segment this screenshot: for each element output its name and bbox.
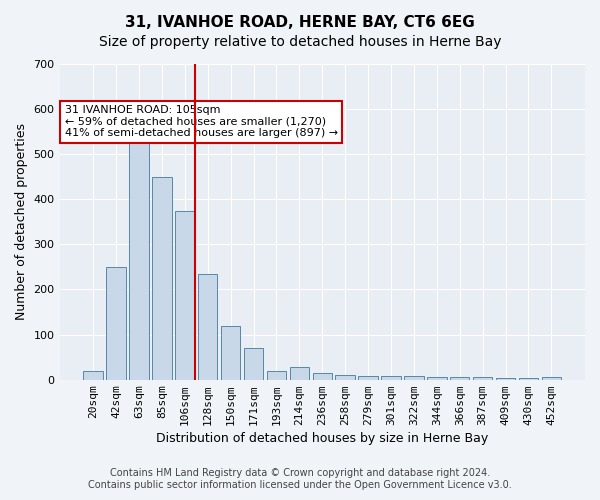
Bar bbox=[450, 378, 469, 380]
Bar bbox=[152, 176, 172, 380]
Bar bbox=[542, 378, 561, 380]
Text: Size of property relative to detached houses in Herne Bay: Size of property relative to detached ho… bbox=[99, 35, 501, 49]
Bar bbox=[129, 118, 149, 380]
Bar bbox=[313, 374, 332, 380]
Text: Contains HM Land Registry data © Crown copyright and database right 2024.
Contai: Contains HM Land Registry data © Crown c… bbox=[88, 468, 512, 490]
Bar bbox=[221, 326, 241, 380]
Bar bbox=[519, 378, 538, 380]
Bar bbox=[381, 376, 401, 380]
Text: 31 IVANHOE ROAD: 105sqm
← 59% of detached houses are smaller (1,270)
41% of semi: 31 IVANHOE ROAD: 105sqm ← 59% of detache… bbox=[65, 105, 338, 138]
Bar bbox=[290, 367, 309, 380]
Bar bbox=[335, 375, 355, 380]
Bar bbox=[473, 378, 493, 380]
Bar bbox=[496, 378, 515, 380]
X-axis label: Distribution of detached houses by size in Herne Bay: Distribution of detached houses by size … bbox=[156, 432, 488, 445]
Bar bbox=[175, 210, 194, 380]
Bar bbox=[83, 370, 103, 380]
Bar bbox=[427, 377, 446, 380]
Bar bbox=[106, 267, 126, 380]
Bar bbox=[404, 376, 424, 380]
Text: 31, IVANHOE ROAD, HERNE BAY, CT6 6EG: 31, IVANHOE ROAD, HERNE BAY, CT6 6EG bbox=[125, 15, 475, 30]
Bar bbox=[198, 274, 217, 380]
Bar bbox=[358, 376, 378, 380]
Bar bbox=[267, 370, 286, 380]
Bar bbox=[244, 348, 263, 380]
Y-axis label: Number of detached properties: Number of detached properties bbox=[15, 124, 28, 320]
